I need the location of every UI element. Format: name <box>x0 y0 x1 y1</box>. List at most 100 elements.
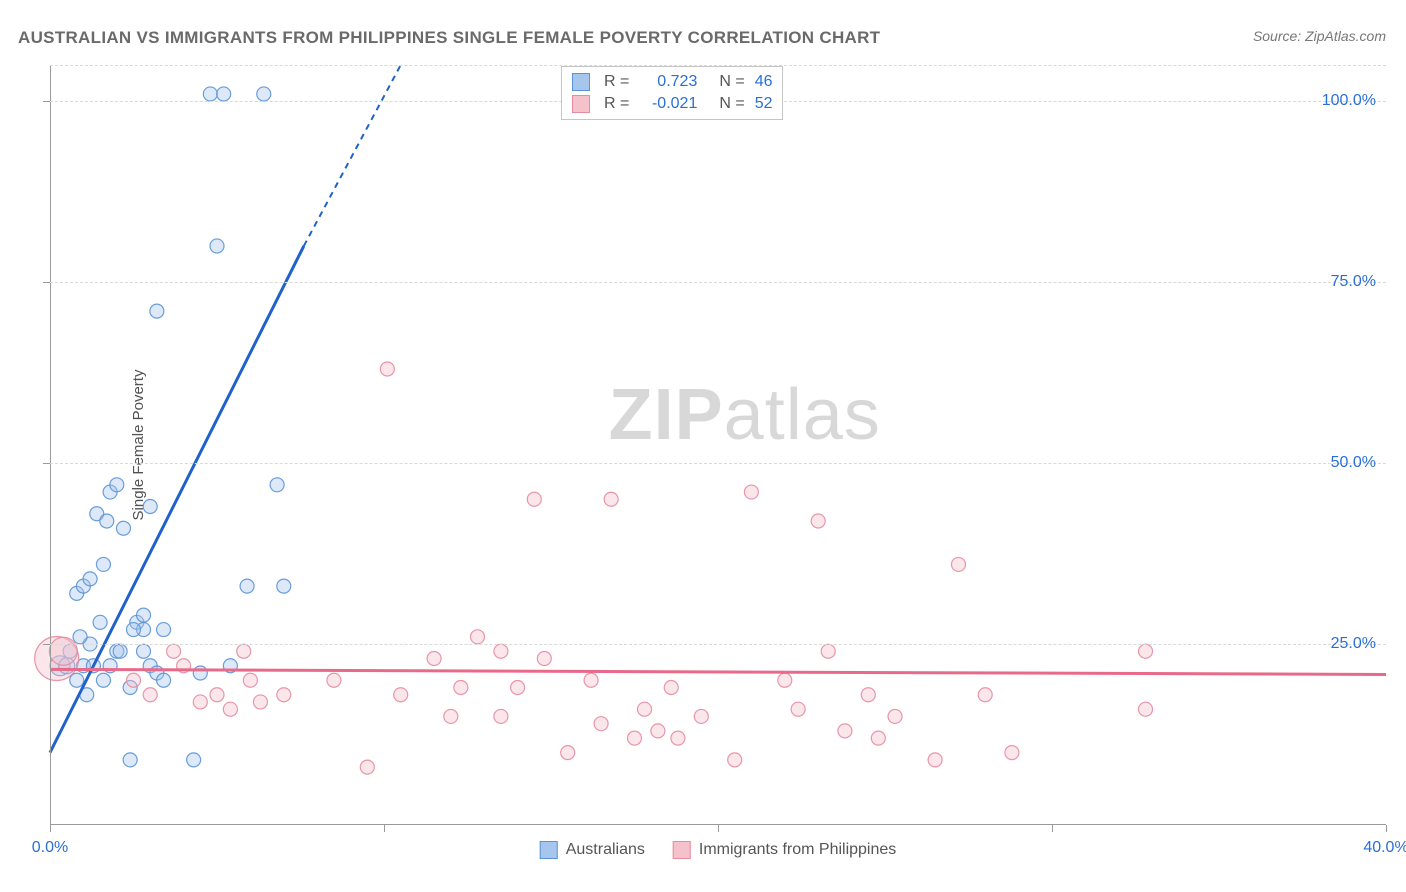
data-point <box>96 673 110 687</box>
data-point <box>928 753 942 767</box>
data-point <box>73 630 87 644</box>
data-point <box>143 500 157 514</box>
data-point <box>116 521 130 535</box>
legend-item: Immigrants from Philippines <box>673 841 896 859</box>
trend-line-dashed <box>304 65 401 246</box>
data-point <box>270 478 284 492</box>
legend-swatch <box>572 73 590 91</box>
data-point <box>604 492 618 506</box>
data-point <box>561 746 575 760</box>
data-point <box>167 644 181 658</box>
data-point <box>671 731 685 745</box>
source-attribution: Source: ZipAtlas.com <box>1253 28 1386 44</box>
data-point <box>951 557 965 571</box>
data-point <box>811 514 825 528</box>
data-point <box>1139 702 1153 716</box>
data-point <box>511 680 525 694</box>
legend-r-label: R = <box>604 95 629 113</box>
data-point <box>494 709 508 723</box>
data-point <box>150 304 164 318</box>
data-point <box>237 644 251 658</box>
data-point <box>778 673 792 687</box>
data-point <box>110 478 124 492</box>
data-point <box>861 688 875 702</box>
chart-plot-area: Single Female Poverty ZIPatlas 25.0%50.0… <box>50 65 1386 825</box>
data-point <box>137 608 151 622</box>
legend-n-value: 52 <box>755 95 773 113</box>
data-point <box>821 644 835 658</box>
data-point <box>444 709 458 723</box>
data-point <box>471 630 485 644</box>
y-tick-label: 25.0% <box>1331 635 1376 653</box>
data-point <box>49 637 77 665</box>
correlation-legend: R = 0.723 N = 46 R = -0.021 N = 52 <box>561 66 783 120</box>
y-tick-label: 50.0% <box>1331 454 1376 472</box>
legend-r-label: R = <box>604 73 629 91</box>
data-point <box>277 579 291 593</box>
data-point <box>728 753 742 767</box>
data-point <box>537 652 551 666</box>
x-tick-mark <box>1052 825 1053 832</box>
data-point <box>888 709 902 723</box>
data-point <box>113 644 127 658</box>
y-tick-mark <box>43 644 50 645</box>
legend-row: R = 0.723 N = 46 <box>572 71 772 93</box>
legend-item: Australians <box>540 841 645 859</box>
x-tick-mark <box>1386 825 1387 832</box>
legend-n-value: 46 <box>755 73 773 91</box>
chart-title: AUSTRALIAN VS IMMIGRANTS FROM PHILIPPINE… <box>18 28 880 48</box>
legend-swatch <box>540 841 558 859</box>
y-tick-mark <box>43 463 50 464</box>
data-point <box>253 695 267 709</box>
data-point <box>187 753 201 767</box>
data-point <box>527 492 541 506</box>
grid-line <box>50 282 1386 283</box>
data-point <box>744 485 758 499</box>
data-point <box>210 239 224 253</box>
y-axis-line <box>50 65 51 825</box>
scatter-svg <box>50 65 1386 825</box>
x-tick-mark <box>50 825 51 832</box>
data-point <box>123 753 137 767</box>
y-tick-mark <box>43 101 50 102</box>
legend-label: Immigrants from Philippines <box>699 841 896 859</box>
data-point <box>203 87 217 101</box>
data-point <box>127 673 141 687</box>
data-point <box>360 760 374 774</box>
legend-n-label: N = <box>719 95 744 113</box>
data-point <box>1005 746 1019 760</box>
data-point <box>628 731 642 745</box>
legend-r-value: -0.021 <box>639 95 697 113</box>
x-tick-label: 0.0% <box>32 839 68 857</box>
data-point <box>584 673 598 687</box>
data-point <box>157 673 171 687</box>
data-point <box>594 717 608 731</box>
grid-line <box>50 463 1386 464</box>
data-point <box>223 702 237 716</box>
data-point <box>1139 644 1153 658</box>
data-point <box>791 702 805 716</box>
legend-swatch <box>673 841 691 859</box>
data-point <box>978 688 992 702</box>
legend-n-label: N = <box>719 73 744 91</box>
data-point <box>127 623 141 637</box>
data-point <box>137 644 151 658</box>
x-tick-mark <box>384 825 385 832</box>
data-point <box>243 673 257 687</box>
data-point <box>193 666 207 680</box>
data-point <box>83 572 97 586</box>
data-point <box>638 702 652 716</box>
grid-line <box>50 644 1386 645</box>
data-point <box>494 644 508 658</box>
data-point <box>157 623 171 637</box>
data-point <box>143 688 157 702</box>
data-point <box>694 709 708 723</box>
legend-row: R = -0.021 N = 52 <box>572 93 772 115</box>
y-tick-label: 100.0% <box>1322 92 1376 110</box>
y-tick-label: 75.0% <box>1331 273 1376 291</box>
data-point <box>93 615 107 629</box>
data-point <box>454 680 468 694</box>
data-point <box>240 579 254 593</box>
data-point <box>651 724 665 738</box>
y-tick-mark <box>43 282 50 283</box>
